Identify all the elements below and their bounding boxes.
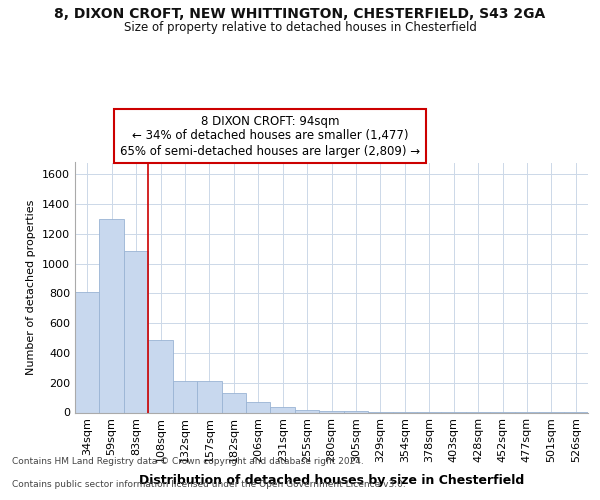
Bar [148,340,173,412]
X-axis label: Distribution of detached houses by size in Chesterfield: Distribution of detached houses by size … [139,474,524,486]
Bar [271,408,295,412]
Y-axis label: Number of detached properties: Number of detached properties [26,200,37,375]
Text: 8 DIXON CROFT: 94sqm
← 34% of detached houses are smaller (1,477)
65% of semi-de: 8 DIXON CROFT: 94sqm ← 34% of detached h… [120,114,420,158]
Bar [197,380,221,412]
Bar [295,410,319,412]
Bar [246,402,271,412]
Bar [100,219,124,412]
Bar [124,251,148,412]
Bar [173,380,197,412]
Bar [75,292,100,412]
Text: Contains HM Land Registry data © Crown copyright and database right 2024.: Contains HM Land Registry data © Crown c… [12,457,364,466]
Bar [221,393,246,412]
Text: Contains public sector information licensed under the Open Government Licence v3: Contains public sector information licen… [12,480,406,489]
Text: 8, DIXON CROFT, NEW WHITTINGTON, CHESTERFIELD, S43 2GA: 8, DIXON CROFT, NEW WHITTINGTON, CHESTER… [55,8,545,22]
Bar [319,411,344,412]
Text: Size of property relative to detached houses in Chesterfield: Size of property relative to detached ho… [124,22,476,35]
